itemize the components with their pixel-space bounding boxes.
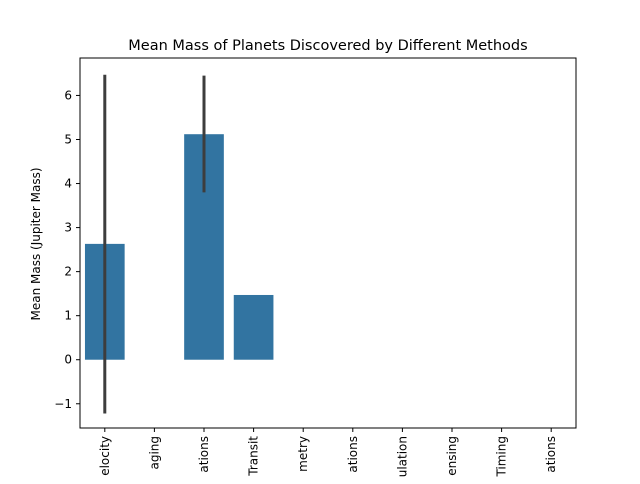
y-tick-label: 1 [64, 309, 72, 323]
x-tick-label: aging [147, 436, 161, 470]
error-bars-group [103, 74, 206, 414]
y-tick-label: 6 [64, 88, 72, 102]
y-tick-label: 2 [64, 265, 72, 279]
bars-group [84, 134, 274, 360]
x-tick-label: metry [296, 436, 310, 472]
x-axis: elocity aging ations Transit metry ations ulat… [98, 428, 558, 478]
x-tick-label: ations [197, 436, 211, 473]
y-tick-label: 0 [64, 353, 72, 367]
y-tick-label: 5 [64, 132, 72, 146]
x-tick-label: Timing [495, 436, 509, 478]
y-axis: −1 0 1 2 3 4 5 6 [54, 88, 80, 411]
y-tick-label: −1 [54, 397, 72, 411]
x-tick-label: ulation [395, 436, 409, 477]
x-tick-label: ations [346, 436, 360, 473]
y-axis-label: Mean Mass (Jupiter Mass) [29, 167, 43, 320]
x-tick-label: Transit [247, 436, 261, 477]
chart-title: Mean Mass of Planets Discovered by Diffe… [128, 38, 527, 54]
y-tick-label: 3 [64, 221, 72, 235]
x-tick-label: elocity [98, 436, 112, 476]
x-tick-label: ensing [445, 436, 459, 476]
x-tick-label: ations [544, 436, 558, 473]
plot-frame [79, 57, 577, 429]
y-tick-label: 4 [64, 177, 72, 191]
bar [233, 294, 274, 360]
